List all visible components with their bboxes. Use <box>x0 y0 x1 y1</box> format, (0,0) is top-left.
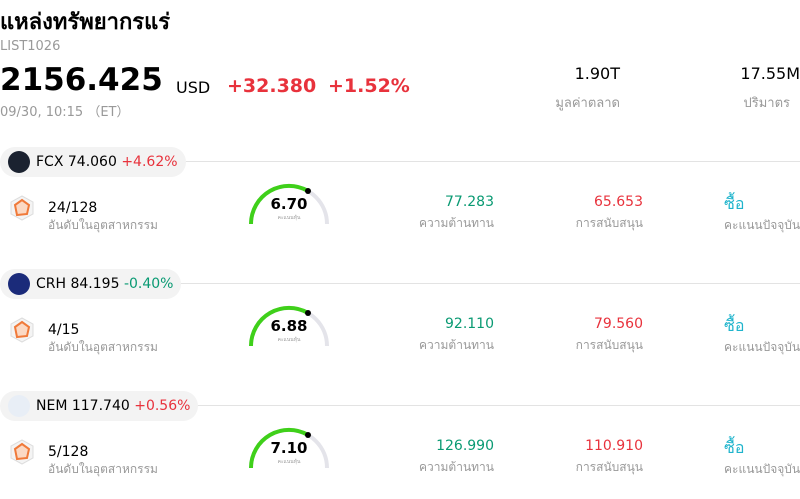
currency: USD <box>176 78 211 97</box>
score-gauge <box>248 427 329 469</box>
divider <box>180 283 800 284</box>
stat-value: 1.90T <box>574 64 620 83</box>
support-label: การสนับสนุน <box>575 338 643 352</box>
rank-icon <box>10 195 34 221</box>
rank: 4/15 <box>48 322 80 338</box>
stock-pill[interactable]: CRH 84.195 -0.40% <box>0 269 182 299</box>
score-label: คะแนนหุ้น <box>277 215 301 221</box>
resistance-label: ความต้านทาน <box>419 338 494 352</box>
score-gauge <box>248 183 329 225</box>
stock-pill[interactable]: FCX 74.060 +4.62% <box>0 147 186 177</box>
signal-label: คะแนนปัจจุบัน <box>724 462 800 476</box>
stock-price: 84.195 <box>70 276 120 292</box>
support: 110.910 <box>585 438 643 454</box>
resistance: 77.283 <box>445 194 494 210</box>
stock-symbol: CRH <box>36 276 67 292</box>
score: 6.70 <box>270 195 308 213</box>
stock-price: 117.740 <box>71 398 130 414</box>
resistance: 126.990 <box>436 438 494 454</box>
rank: 24/128 <box>48 200 98 216</box>
resistance: 92.110 <box>445 316 494 332</box>
signal-label: คะแนนปัจจุบัน <box>724 218 800 232</box>
rank-icon <box>10 317 34 343</box>
rank: 5/128 <box>48 444 89 460</box>
support: 65.653 <box>594 194 643 210</box>
score-label: คะแนนหุ้น <box>277 337 301 343</box>
score: 6.88 <box>270 317 308 335</box>
support: 79.560 <box>594 316 643 332</box>
stat-label: ปริมาตร <box>743 96 790 111</box>
stock-symbol: NEM <box>36 398 68 414</box>
rank-label: อันดับในอุตสาหกรรม <box>48 340 158 354</box>
rank-label: อันดับในอุตสาหกรรม <box>48 218 158 232</box>
signal-label: คะแนนปัจจุบัน <box>724 340 800 354</box>
stock-price: 74.060 <box>67 154 117 170</box>
stock-change: +4.62% <box>121 154 178 170</box>
stat-label: มูลค่าตลาด <box>555 96 620 111</box>
score-gauge <box>248 305 329 347</box>
signal[interactable]: ซื้อ <box>724 194 745 213</box>
time: 09/30, 10:15 （ET） <box>0 105 130 120</box>
stock-pill[interactable]: NEM 117.740 +0.56% <box>0 391 199 421</box>
stock-logo <box>8 395 30 417</box>
resistance-label: ความต้านทาน <box>419 216 494 230</box>
change: +32.380 <box>227 75 317 97</box>
signal[interactable]: ซื้อ <box>724 316 745 335</box>
divider <box>180 161 800 162</box>
stat-value: 17.55M <box>740 64 800 83</box>
change-pct: +1.52% <box>328 75 410 97</box>
stock-change: +0.56% <box>134 398 191 414</box>
signal[interactable]: ซื้อ <box>724 438 745 457</box>
divider <box>180 405 800 406</box>
stock-logo <box>8 273 30 295</box>
title: แหล่งทรัพยากรแร่ <box>0 10 171 35</box>
score-label: คะแนนหุ้น <box>277 459 301 465</box>
stock-logo <box>8 151 30 173</box>
support-label: การสนับสนุน <box>575 460 643 474</box>
rank-label: อันดับในอุตสาหกรรม <box>48 462 158 476</box>
stock-change: -0.40% <box>123 276 174 292</box>
support-label: การสนับสนุน <box>575 216 643 230</box>
rank-icon <box>10 439 34 465</box>
resistance-label: ความต้านทาน <box>419 460 494 474</box>
stock-symbol: FCX <box>36 154 64 170</box>
score: 7.10 <box>270 439 308 457</box>
code: LIST1026 <box>0 39 61 54</box>
price: 2156.425 <box>0 62 163 98</box>
